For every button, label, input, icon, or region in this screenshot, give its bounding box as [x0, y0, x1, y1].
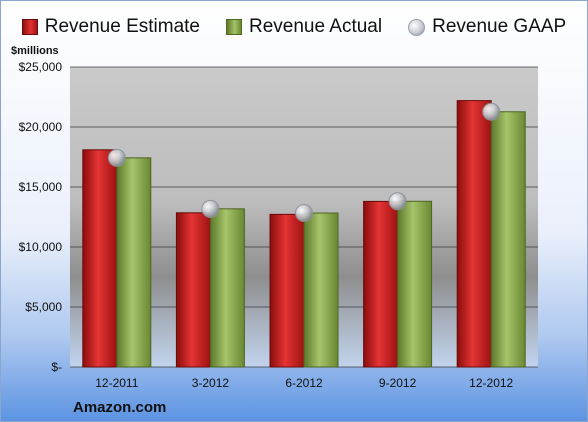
legend-swatch-estimate — [21, 19, 38, 35]
bars — [82, 100, 526, 368]
x-tick-label: 3-2012 — [192, 376, 230, 390]
bar-revenue-actual — [209, 208, 245, 368]
x-tick-label: 6-2012 — [285, 376, 323, 390]
x-tick-label: 12-2011 — [95, 376, 138, 390]
y-tick-label: $5,000 — [25, 300, 62, 314]
legend: Revenue Estimate Revenue Actual Revenue … — [0, 16, 588, 38]
marker-revenue-gaap — [388, 192, 407, 211]
bar-revenue-estimate — [456, 100, 492, 368]
y-axis-ticks: $- $5,000 $10,000 $15,000 $20,000 $25,000 — [19, 60, 63, 374]
marker-revenue-gaap — [201, 199, 220, 218]
legend-label-estimate: Revenue Estimate — [44, 16, 200, 37]
legend-label-gaap: Revenue GAAP — [432, 16, 567, 37]
y-tick-label: $20,000 — [19, 120, 63, 134]
marker-revenue-gaap — [107, 148, 126, 167]
bar-revenue-estimate — [269, 213, 305, 368]
legend-item-estimate: Revenue Estimate — [21, 16, 200, 38]
bar-revenue-actual — [116, 157, 152, 368]
source-label: Amazon.com — [73, 399, 167, 416]
marker-revenue-gaap — [295, 204, 313, 223]
y-tick-label: $25,000 — [19, 60, 63, 74]
bar-revenue-actual — [397, 200, 433, 368]
y-tick-label: $10,000 — [19, 240, 63, 254]
bar-revenue-estimate — [363, 200, 399, 368]
legend-item-gaap: Revenue GAAP — [408, 16, 566, 38]
marker-revenue-gaap — [482, 102, 501, 121]
legend-swatch-actual — [226, 19, 242, 35]
bar-revenue-estimate — [82, 149, 118, 368]
legend-swatch-gaap — [408, 18, 426, 36]
bar-revenue-actual — [490, 111, 526, 368]
legend-item-actual: Revenue Actual — [226, 16, 382, 38]
y-axis-unit-label: $millions — [11, 45, 59, 57]
bar-revenue-estimate — [175, 212, 211, 368]
x-axis-ticks: 12-2011 3-2012 6-2012 9-2012 12-2012 — [95, 376, 513, 390]
y-tick-label: $15,000 — [19, 180, 63, 194]
bar-revenue-actual — [303, 212, 339, 368]
x-tick-label: 12-2012 — [469, 376, 513, 390]
x-tick-label: 9-2012 — [379, 376, 417, 390]
gaap-markers — [107, 102, 501, 223]
legend-label-actual: Revenue Actual — [249, 16, 383, 37]
y-tick-label: $- — [51, 360, 62, 374]
